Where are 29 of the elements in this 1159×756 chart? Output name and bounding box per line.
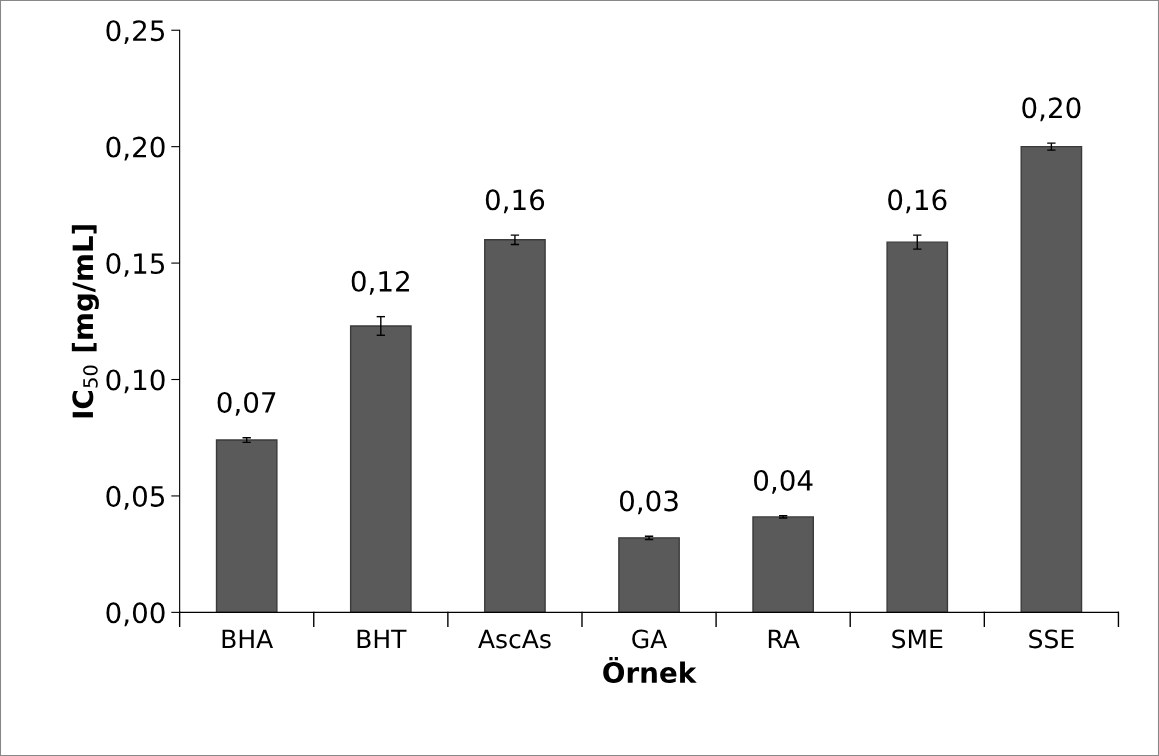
bar	[1020, 145, 1083, 613]
data-label: 0,16	[888, 189, 947, 214]
y-tick-label: 0,10	[106, 369, 165, 394]
data-label: 0,20	[1022, 97, 1081, 122]
bar	[886, 241, 949, 613]
bar	[618, 537, 680, 613]
bar	[752, 516, 815, 613]
x-tick-label: BHA	[222, 629, 274, 649]
x-tick-label: SSE	[1029, 629, 1074, 649]
y-tick-label: 0,15	[106, 253, 165, 277]
data-label: 0,16	[485, 189, 545, 214]
x-axis-title: Örnek	[603, 656, 697, 684]
x-tick-label: RA	[768, 629, 800, 649]
x-tick-label: SME	[892, 629, 943, 649]
y-tick-label: 0,25	[106, 20, 165, 45]
data-label: 0,04	[754, 469, 813, 494]
data-label: 0,07	[217, 391, 276, 416]
bar	[215, 439, 278, 613]
data-label: 0,03	[619, 490, 678, 515]
data-label: 0,12	[351, 270, 409, 295]
y-tick-label: 0,05	[106, 485, 165, 510]
y-tick-label: 0,00	[106, 602, 165, 627]
x-tick-label: BHT	[357, 629, 407, 649]
x-tick-label: AscAs	[478, 629, 551, 649]
x-tick-label: GA	[632, 629, 668, 649]
y-axis-title: IC$_{50}$ [mg/mL]	[71, 225, 99, 418]
y-tick-label: 0,20	[106, 136, 165, 161]
bar	[349, 325, 412, 613]
bar	[484, 239, 546, 613]
